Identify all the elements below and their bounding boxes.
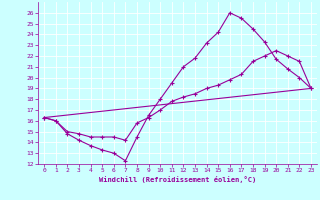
X-axis label: Windchill (Refroidissement éolien,°C): Windchill (Refroidissement éolien,°C)	[99, 176, 256, 183]
